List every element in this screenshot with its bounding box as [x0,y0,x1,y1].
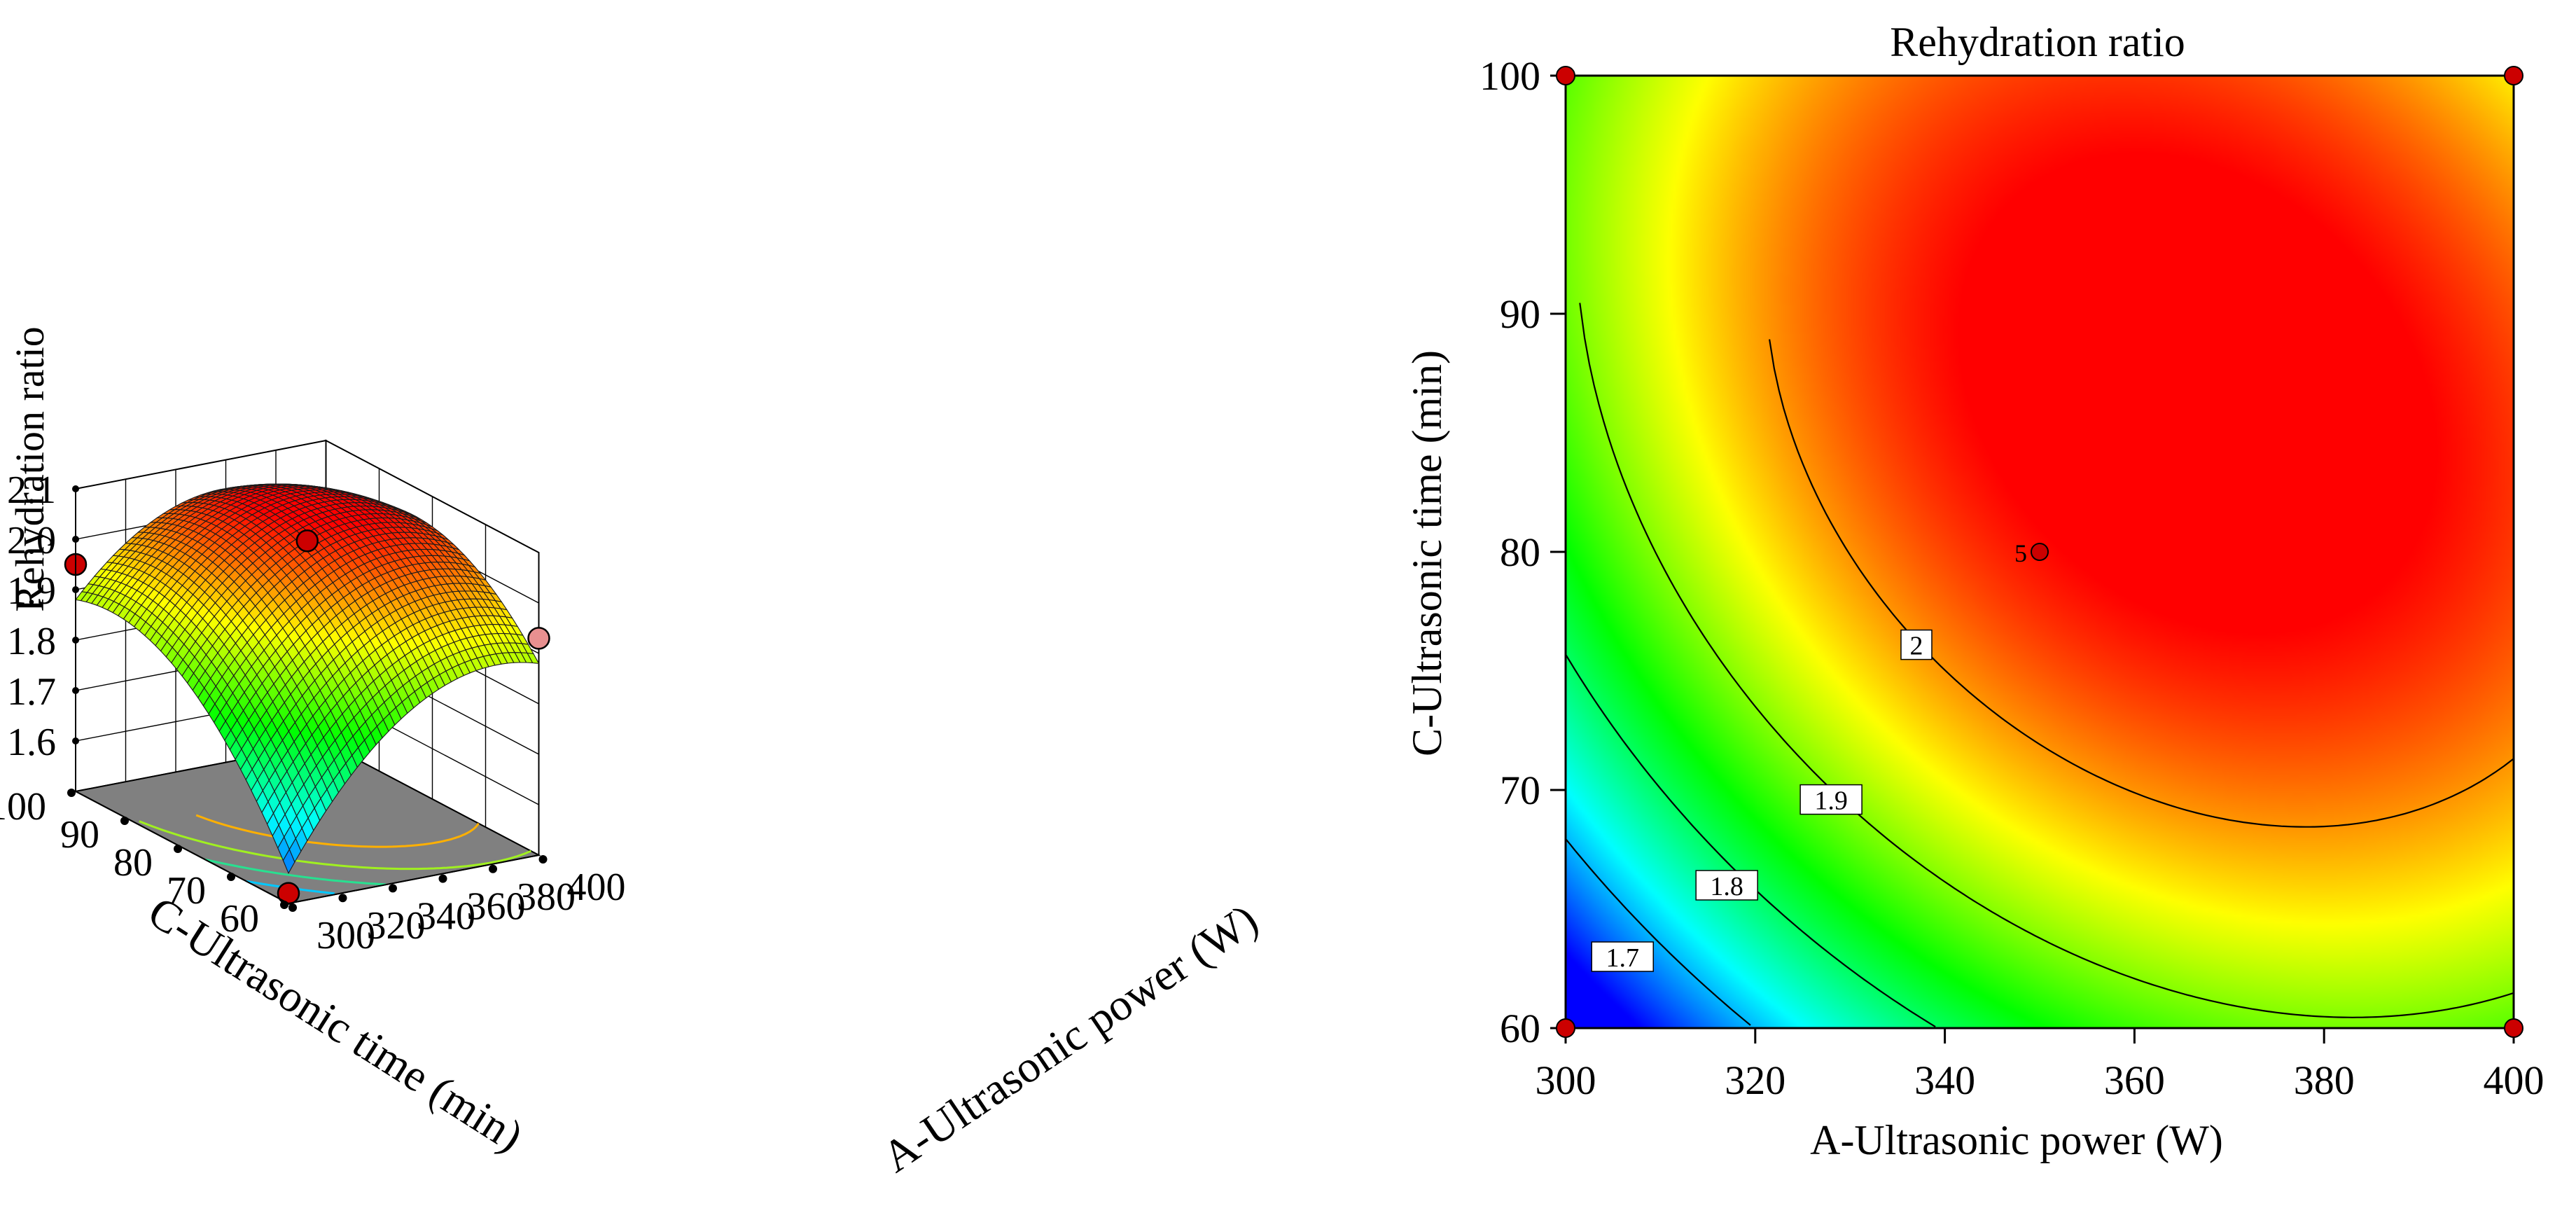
a-tick [438,874,447,883]
contour-label-box [1799,784,1863,815]
y-tick-label: 60 [1500,1006,1540,1051]
a-tick-label: 320 [367,904,426,948]
contour-title: Rehydration ratio [1890,19,2185,65]
c-axis-line [75,791,289,904]
c-tick [227,873,235,881]
z-tick-label: 2.1 [7,469,56,512]
a-tick-label: 400 [567,866,626,909]
a-axis-line [288,854,539,904]
design-point [1556,66,1575,85]
contour-label-box [1695,870,1758,901]
z-tick-label: 1.9 [7,569,56,613]
contour-label-box [1900,629,1933,660]
c-tick [280,901,288,909]
floor-contour-line [204,858,387,886]
a-tick-label: 340 [417,894,475,938]
x-tick-label: 380 [2294,1058,2355,1103]
contour-label: 1.7 [1606,943,1639,973]
a-tick [338,894,347,903]
contour-label: 2 [1909,632,1923,661]
x-tick-label: 340 [1914,1058,1975,1103]
x-axis-label: A-Ultrasonic power (W) [873,894,1266,1182]
y-tick-label: 80 [1500,529,1540,575]
design-point [2504,1018,2523,1038]
z-tick-label: 1.8 [7,620,56,663]
contour-line [1565,838,1751,1026]
floor-contour-line [139,820,531,871]
contour-x-axis-label: A-Ultrasonic power (W) [1810,1117,2223,1163]
z-tick [72,485,79,492]
c-tick [67,789,76,797]
c-tick-label: 70 [167,869,206,913]
design-point [527,627,550,650]
x-tick-label: 360 [2104,1058,2165,1103]
contour-label: 1.8 [1710,872,1743,901]
contour-label-box [1591,941,1654,972]
c-tick-label: 60 [220,897,259,941]
surface-cell [282,848,295,875]
center-point-label: 5 [2014,539,2027,567]
surface-plot-3d: 1.6 1.7 1.8 1.9 2.0 2.1 60 70 80 90 100 30032034036… [0,326,1267,1181]
a-tick [489,864,497,873]
z-tick [72,687,79,694]
c-tick-label: 80 [113,841,153,885]
design-points: 5 [1556,66,2523,1038]
z-tick [72,637,79,644]
contour-level-labels: 1.7 1.8 1.9 2 [1591,629,1933,973]
a-tick [288,903,297,912]
a-tick [538,855,548,864]
design-point [295,529,319,553]
x-tick-label: 320 [1725,1058,1785,1103]
z-tick [72,737,79,744]
z-tick [72,536,79,543]
y-tick-label: 70 [1500,768,1540,813]
a-tick [389,884,397,893]
center-point [2031,543,2049,561]
z-tick [72,586,79,593]
gridline [75,440,539,553]
contour-label: 1.9 [1814,786,1848,816]
c-tick-label: 100 [0,785,46,829]
x-tick-label: 400 [2484,1058,2544,1103]
a-tick-label: 300 [316,914,375,957]
z-axis-label: Rehydration ratio [7,326,53,612]
c-tick [120,817,129,825]
y-tick-label: 100 [1480,53,1540,99]
z-tick-label: 1.6 [7,721,56,764]
z-tick-label: 2.0 [7,519,56,562]
z-tick-label: 1.7 [7,670,56,714]
axes: 1.6 1.7 1.8 1.9 2.0 2.1 60 70 80 90 100 30032034036… [0,469,626,957]
contour-y-axis-label: C-Ultrasonic time (min) [1404,350,1450,756]
y-tick-label: 90 [1500,291,1540,337]
design-point [277,882,300,905]
a-tick-label: 360 [467,885,526,929]
design-point [1556,1018,1575,1038]
x-tick-label: 300 [1536,1058,1596,1103]
design-point [2504,66,2523,85]
c-tick-label: 90 [60,813,99,857]
response-surface [75,483,540,875]
contour-plot: 300 320 340 360 380 400 60 70 80 90 100 1.7 1.8 1.9 2… [1404,19,2544,1163]
contour-line [1769,339,2514,828]
c-tick [174,845,182,853]
contour-axes: 300 320 340 360 380 400 60 70 80 90 100 [1480,53,2544,1103]
a-tick-label: 380 [517,875,576,919]
contour-line [1579,303,2514,1018]
